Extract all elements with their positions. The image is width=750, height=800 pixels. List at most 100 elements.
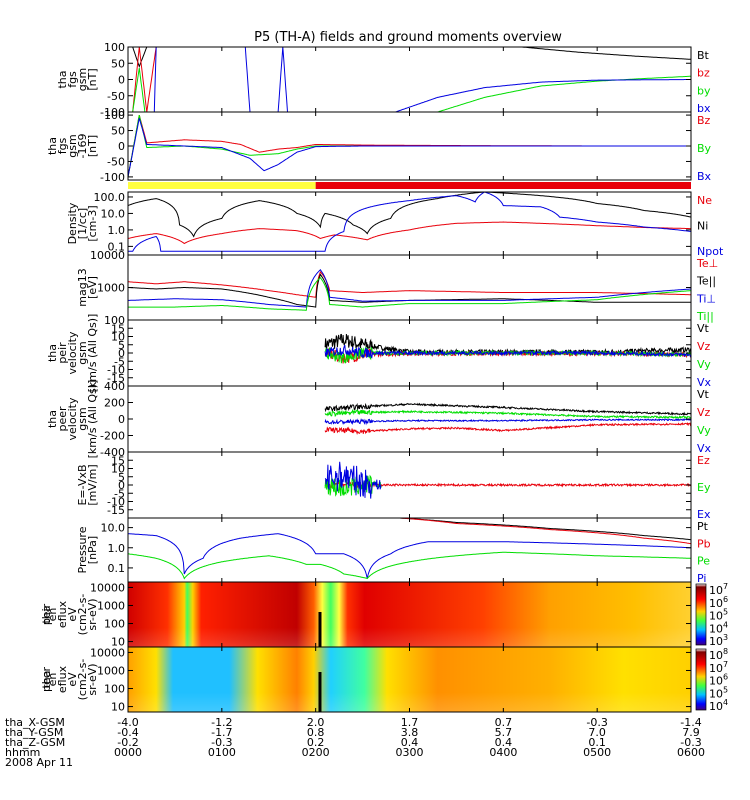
y-tick-label: 10000 bbox=[90, 249, 125, 262]
y-tick-label: -10 bbox=[107, 496, 125, 509]
y-tick-label: 100 bbox=[104, 683, 125, 696]
legend-Pb: Pb bbox=[697, 537, 711, 550]
y-tick-label: -400 bbox=[100, 446, 125, 459]
x-tick-label: 0.8 bbox=[307, 726, 325, 739]
y-tick-label: 100 bbox=[104, 109, 125, 122]
y-tick-label: 1.0 bbox=[108, 542, 126, 555]
y-tick-label: 0 bbox=[118, 479, 125, 492]
legend-Ex: Ex bbox=[697, 508, 711, 521]
y-axis-label: gsm bbox=[66, 134, 79, 157]
y-axis-label: eV bbox=[66, 607, 79, 622]
x-tick-label: 0600 bbox=[677, 746, 705, 759]
series-Pb bbox=[400, 517, 692, 545]
series-Bt bbox=[132, 46, 691, 68]
x-tick-label: 0200 bbox=[302, 746, 330, 759]
date-label: 2008 Apr 11 bbox=[5, 756, 73, 769]
x-row-label: tha_X-GSM bbox=[5, 716, 65, 729]
y-tick-label: -10 bbox=[107, 364, 125, 377]
series-Pi bbox=[128, 533, 692, 579]
series-Vz bbox=[324, 422, 692, 436]
y-axis-label: [nT] bbox=[86, 68, 99, 90]
status-bar-segment bbox=[128, 182, 316, 189]
y-tick-label: 10.0 bbox=[101, 522, 126, 535]
x-tick-label: 0.4 bbox=[401, 736, 419, 749]
series-Te⊥ bbox=[128, 271, 691, 298]
legend-Vz: Vz bbox=[697, 340, 711, 353]
series-Vy bbox=[324, 409, 692, 420]
legend-Pe: Pe bbox=[697, 555, 710, 568]
legend-By: By bbox=[697, 142, 712, 155]
x-tick-label: -4.0 bbox=[117, 716, 138, 729]
x-tick-label: 0400 bbox=[489, 746, 517, 759]
legend-Vt: Vt bbox=[697, 322, 710, 335]
y-axis-label: [km/s (All Qs)] bbox=[86, 314, 99, 393]
series-Pt bbox=[400, 517, 692, 541]
series-Ez bbox=[324, 481, 692, 489]
x-tick-label: -1.4 bbox=[680, 716, 701, 729]
y-axis-label: velocity bbox=[66, 331, 79, 374]
y-tick-label: 50 bbox=[111, 125, 125, 138]
series-bx bbox=[153, 46, 691, 113]
y-tick-label: 0.1 bbox=[108, 562, 126, 575]
y-tick-label: 0 bbox=[118, 347, 125, 360]
x-tick-label: 0100 bbox=[208, 746, 236, 759]
y-tick-label: 10.0 bbox=[101, 207, 126, 220]
y-axis-label: tha bbox=[56, 70, 69, 88]
panels-group: 100500-50-100thafgsgsm[nT]Btbzbybx100500… bbox=[40, 41, 728, 714]
x-tick-label: 2.0 bbox=[307, 716, 325, 729]
y-tick-label: 15 bbox=[111, 322, 125, 335]
panel-electron_eflux: 10810710610510410000100010010thapeerenef… bbox=[40, 646, 728, 713]
y-axis-label: peir bbox=[56, 342, 69, 364]
series-by bbox=[132, 68, 691, 113]
y-tick-label: 10000 bbox=[90, 646, 125, 659]
panel-ion_eflux: 10710610510410310000100010010thapeirenef… bbox=[40, 581, 728, 648]
y-axis-label: fgs bbox=[56, 137, 69, 154]
y-axis-label: peer bbox=[56, 406, 69, 432]
legend-Ey: Ey bbox=[697, 481, 711, 494]
y-axis-label: tha bbox=[46, 344, 59, 362]
legend-Ti⊥: Ti⊥ bbox=[696, 292, 716, 305]
legend-Pt: Pt bbox=[697, 520, 709, 533]
y-tick-label: -5 bbox=[114, 487, 125, 500]
x-tick-label: 7.0 bbox=[588, 726, 606, 739]
series-Ex bbox=[324, 461, 382, 499]
y-tick-label: 1000 bbox=[97, 282, 125, 295]
data-gap-marker bbox=[318, 672, 322, 712]
series-Ti|| bbox=[128, 276, 692, 311]
legend-Te⊥: Te⊥ bbox=[696, 257, 718, 270]
y-axis-label: Density bbox=[66, 202, 79, 244]
series-Ti⊥ bbox=[128, 269, 691, 308]
y-tick-label: 0 bbox=[118, 140, 125, 153]
colorbar bbox=[695, 648, 707, 711]
panel-pressure: 10.0 1.0 0.1 Pressure[nPa] Pt Pb Pe Pi bbox=[76, 517, 711, 585]
y-tick-label: 100 bbox=[104, 618, 125, 631]
colorbar-tick-label: 103 bbox=[709, 633, 728, 648]
series-Vx bbox=[324, 418, 692, 426]
x-tick-label: -0.4 bbox=[117, 726, 138, 739]
y-axis-label: tha bbox=[40, 605, 53, 623]
y-tick-label: 100.0 bbox=[94, 191, 126, 204]
y-axis-label: en bbox=[46, 608, 59, 622]
y-tick-label: 10 bbox=[111, 636, 125, 649]
y-tick-label: -200 bbox=[100, 430, 125, 443]
legend-bz: bz bbox=[697, 67, 710, 80]
panel-temp: 10000 1000 100 mag13[eV] Te⊥ Te|| Ti⊥ Ti|| bbox=[76, 249, 718, 327]
x-tick-label: 0.1 bbox=[588, 736, 606, 749]
y-axis-label: gsm bbox=[76, 68, 89, 91]
colorbar bbox=[695, 583, 707, 646]
y-axis-label: E=-VxB bbox=[76, 464, 89, 505]
y-tick-label: 1.0 bbox=[108, 224, 126, 237]
y-axis-label: en bbox=[46, 673, 59, 687]
y-axis-label: eflux bbox=[56, 665, 69, 693]
legend-Pi: Pi bbox=[697, 572, 706, 585]
y-axis-label: gsm bbox=[76, 341, 89, 364]
x-tick-label: 0000 bbox=[114, 746, 142, 759]
x-tick-label: 3.8 bbox=[401, 726, 419, 739]
status-bar-segment bbox=[315, 182, 691, 189]
legend-Ez: Ez bbox=[697, 454, 710, 467]
series-Vx bbox=[324, 344, 692, 359]
x-tick-label: 1.7 bbox=[401, 716, 419, 729]
x-row-label: hhmm bbox=[5, 746, 40, 759]
